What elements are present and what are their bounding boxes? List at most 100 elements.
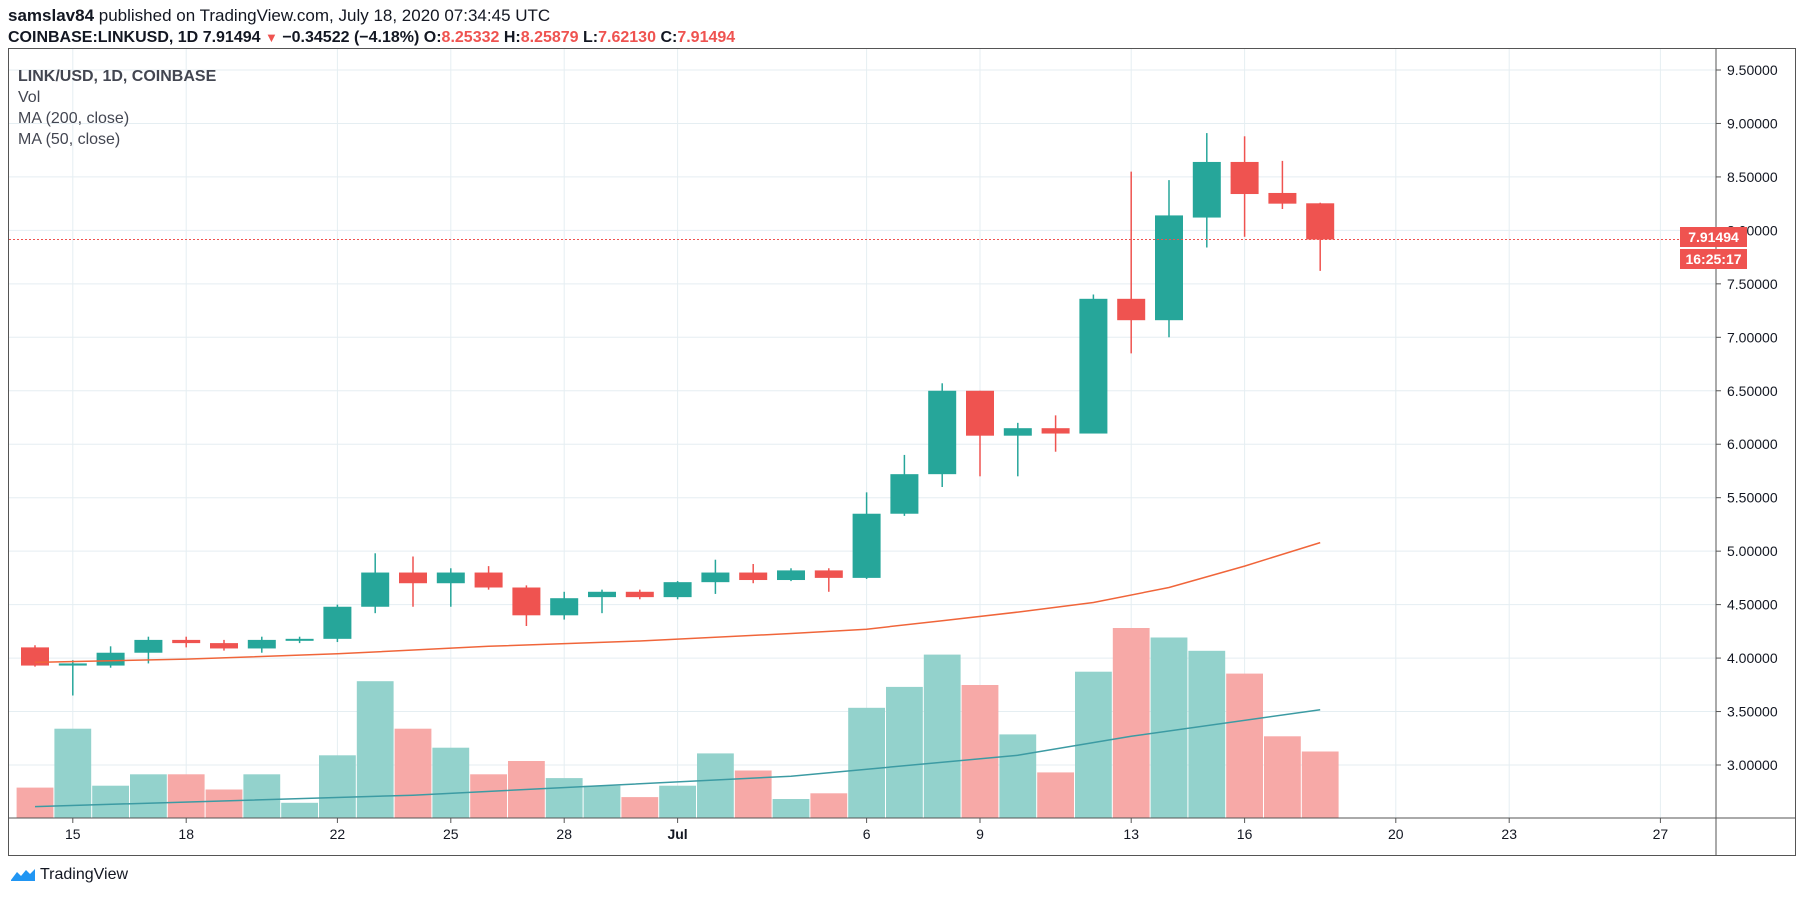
y-tick-label: 7.50000 [1727,276,1778,292]
high-label: H: [503,29,521,46]
candle-body [361,572,390,607]
volume-bar [319,755,356,818]
ma-price-line [34,541,1321,664]
candle-body [625,591,654,598]
close-label: C: [660,29,678,46]
candle-body [890,474,919,514]
volume-bar [54,728,92,818]
candles [21,133,1335,696]
candle-body [966,390,994,436]
candle-body [436,572,465,584]
symbol-bar: COINBASE:LINKUSD, 1D 7.91494 ▼ −0.34522 … [8,29,735,47]
candle-body [323,606,352,639]
legend-vol[interactable]: Vol [18,89,41,106]
volume-bar [281,802,318,818]
x-tick-label: 27 [1653,826,1669,842]
low-label: L: [583,29,599,46]
y-tick-label: 5.50000 [1727,490,1778,506]
candle-body [701,572,730,583]
legend-symbol[interactable]: LINK/USD, 1D, COINBASE [18,68,217,85]
volume-bar [432,747,470,818]
published-text: published on TradingView.com, July 18, 2… [98,6,551,25]
grid-lines [9,49,1716,818]
candle-body [550,598,579,616]
x-tick-label: 9 [976,826,984,842]
volume-bar [886,686,923,818]
x-tick-label: 6 [863,826,871,842]
candle-body [1268,192,1297,204]
x-tick-label: 25 [443,826,459,842]
candle-body [777,570,805,581]
y-tick-label: 5.00000 [1727,543,1778,559]
x-tick-label: 15 [65,826,81,842]
brand[interactable]: TradingView [10,866,128,884]
volume-bar [130,774,167,818]
chart-frame [8,48,1796,856]
low-value: 7.62130 [598,29,656,46]
ma-volume-line [34,708,1321,808]
high-value: 8.25879 [520,29,579,46]
volume-bar [356,681,394,818]
volume-bar [16,787,54,818]
volume-bar [545,778,583,818]
candle-body [172,639,201,644]
volume-bar [1037,772,1074,818]
tradingview-logo-icon [11,869,35,881]
volume-bar [659,785,696,818]
candle-body [210,643,238,649]
candle-body [58,663,87,666]
volume-bar [1150,637,1188,818]
volume-bar [394,728,432,818]
candle-body [1079,298,1108,434]
y-tick-label: 7.00000 [1727,329,1778,345]
countdown-tag: 16:25:17 [1680,249,1747,269]
volume-bar [167,774,205,818]
x-tick-label: 16 [1237,826,1253,842]
axes: 3.00000 3.50000 4.00000 4.50000 5.00000 5.500… [9,49,1795,855]
candle-body [1230,161,1259,195]
volume-bar [1188,650,1226,818]
y-tick-label: 9.00000 [1727,115,1778,131]
y-tick-label: 3.00000 [1727,757,1778,773]
symbol-label[interactable]: COINBASE:LINKUSD, 1D [8,29,199,46]
candle-body [285,638,314,641]
open-value: 8.25332 [441,29,500,46]
open-label: O: [423,29,442,46]
candle-body [852,513,881,578]
volume-bar [205,789,243,818]
candle-body [134,639,163,653]
last-price: 7.91494 [202,29,261,46]
candle-body [399,572,427,584]
volume-bar [923,654,961,818]
volume-bar [92,785,129,818]
x-tick-label: 18 [178,826,194,842]
volume-bar [1226,673,1263,818]
candle-body [663,582,692,598]
legend-ma200[interactable]: MA (200, close) [18,110,130,127]
candle-body [1306,203,1335,240]
y-tick-label: 9.50000 [1727,62,1778,78]
candle-body [512,587,541,616]
x-tick-label: 23 [1501,826,1517,842]
candle-body [1155,215,1183,321]
y-tick-label: 6.50000 [1727,383,1778,399]
volume-bars [16,628,1339,818]
change-value: −0.34522 (−4.18%) [282,29,420,46]
x-tick-label: 13 [1123,826,1139,842]
volume-bar [1301,751,1339,818]
brand-name: TradingView [40,866,129,883]
last-price-tag: 7.91494 [1680,227,1747,247]
legend-ma50[interactable]: MA (50, close) [18,131,121,148]
moving-averages [34,541,1321,808]
y-tick-label: 4.00000 [1727,650,1778,666]
volume-bar [621,797,659,818]
volume-bar [810,793,848,818]
x-tick-label: 28 [556,826,572,842]
candle-body [247,639,276,649]
close-value: 7.91494 [677,29,736,46]
volume-bar [999,734,1037,818]
author-name[interactable]: samslav84 [8,6,95,25]
candle-body [1117,298,1146,321]
volume-bar [583,785,621,818]
